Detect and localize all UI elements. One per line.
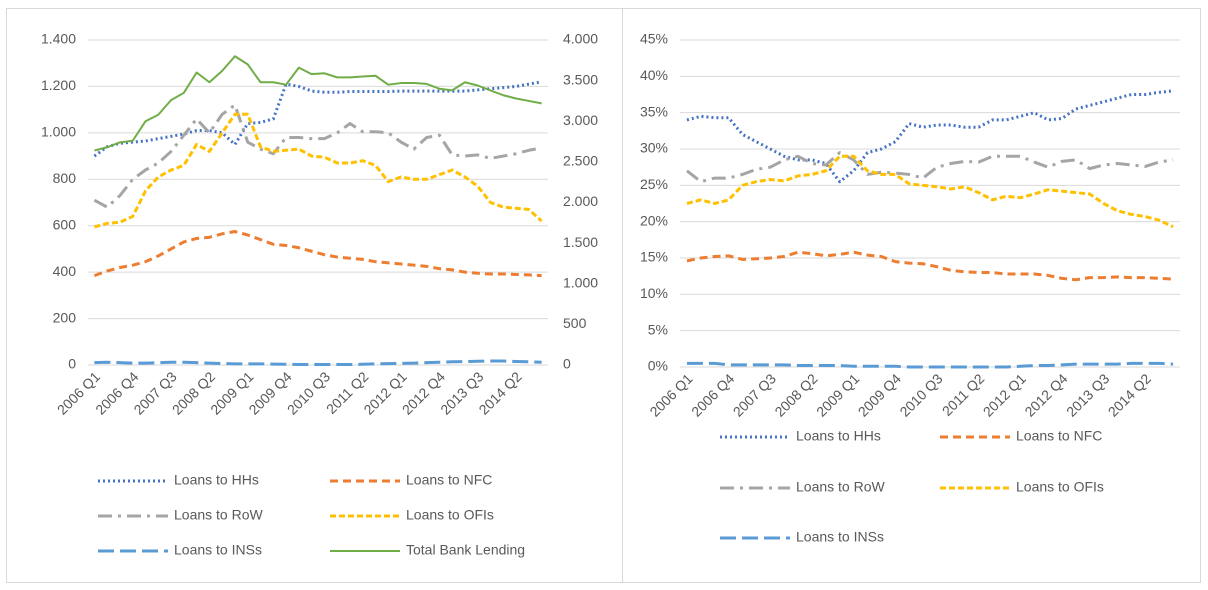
- series-line: [94, 55, 542, 152]
- series-line: [686, 361, 1174, 369]
- x-tick-label: 2009 Q4: [855, 370, 904, 419]
- y-tick-label: 0: [68, 356, 76, 372]
- series-line: [686, 154, 1174, 229]
- legend-label: Loans to NFC: [1016, 428, 1102, 444]
- x-tick-label: 2008 Q2: [771, 370, 820, 419]
- series-line: [93, 112, 543, 229]
- legend-label: Loans to HHs: [174, 472, 259, 488]
- y-tick-label: 15%: [640, 249, 668, 265]
- y-tick-label: 1.400: [41, 31, 76, 47]
- y-tick-label: 45%: [640, 31, 668, 47]
- x-tick-label: 2014 Q2: [1105, 370, 1154, 419]
- y2-tick-label: 1.000: [563, 274, 598, 290]
- y2-tick-label: 500: [563, 315, 587, 331]
- series-line: [686, 89, 1174, 184]
- legend-label: Loans to OFIs: [1016, 479, 1104, 495]
- series-line: [93, 80, 542, 158]
- y-tick-label: 40%: [640, 67, 668, 83]
- y-tick-label: 35%: [640, 103, 668, 119]
- x-tick-label: 2012 Q4: [1021, 370, 1070, 419]
- legend-label: Loans to NFC: [406, 472, 492, 488]
- y-tick-label: 600: [53, 216, 77, 232]
- series-line: [93, 103, 542, 209]
- y-tick-label: 10%: [640, 285, 668, 301]
- y2-tick-label: 3.000: [563, 112, 598, 128]
- y-tick-label: 200: [53, 309, 77, 325]
- y2-tick-label: 0: [563, 356, 571, 372]
- y-tick-label: 1.200: [41, 77, 76, 93]
- y2-tick-label: 4.000: [563, 31, 598, 47]
- y-tick-label: 800: [53, 170, 77, 186]
- y-tick-label: 1.000: [41, 124, 76, 140]
- legend-label: Total Bank Lending: [406, 542, 525, 558]
- x-tick-label: 2012 Q1: [980, 370, 1029, 419]
- x-tick-label: 2007 Q3: [730, 370, 779, 419]
- y2-tick-label: 2.500: [563, 153, 598, 169]
- x-tick-label: 2010 Q3: [896, 370, 945, 419]
- series-line: [686, 151, 1174, 184]
- x-tick-label: 2010 Q3: [284, 368, 333, 417]
- legend-label: Loans to HHs: [796, 428, 881, 444]
- right-panel: [622, 8, 1201, 583]
- y2-tick-label: 3.500: [563, 71, 598, 87]
- y-tick-label: 400: [53, 263, 77, 279]
- legend-label: Loans to INSs: [174, 542, 262, 558]
- y2-tick-label: 2.000: [563, 193, 598, 209]
- y-tick-label: 0%: [648, 358, 668, 374]
- y-tick-label: 25%: [640, 176, 668, 192]
- x-tick-label: 2006 Q1: [646, 370, 695, 419]
- y-tick-label: 20%: [640, 212, 668, 228]
- x-tick-label: 2014 Q2: [475, 368, 524, 417]
- series-line: [93, 230, 542, 278]
- legend-label: Loans to RoW: [174, 507, 263, 523]
- x-tick-label: 2006 Q4: [688, 370, 737, 419]
- y-tick-label: 30%: [640, 140, 668, 156]
- y-tick-label: 5%: [648, 321, 668, 337]
- legend-label: Loans to RoW: [796, 479, 885, 495]
- legend-label: Loans to OFIs: [406, 507, 494, 523]
- y2-tick-label: 1.500: [563, 234, 598, 250]
- series-line: [94, 359, 542, 367]
- x-tick-label: 2013 Q3: [1063, 370, 1112, 419]
- x-tick-label: 2009 Q1: [813, 370, 862, 419]
- legend-label: Loans to INSs: [796, 529, 884, 545]
- left-panel: [6, 8, 623, 583]
- series-line: [686, 250, 1174, 282]
- x-tick-label: 2011 Q2: [939, 370, 988, 419]
